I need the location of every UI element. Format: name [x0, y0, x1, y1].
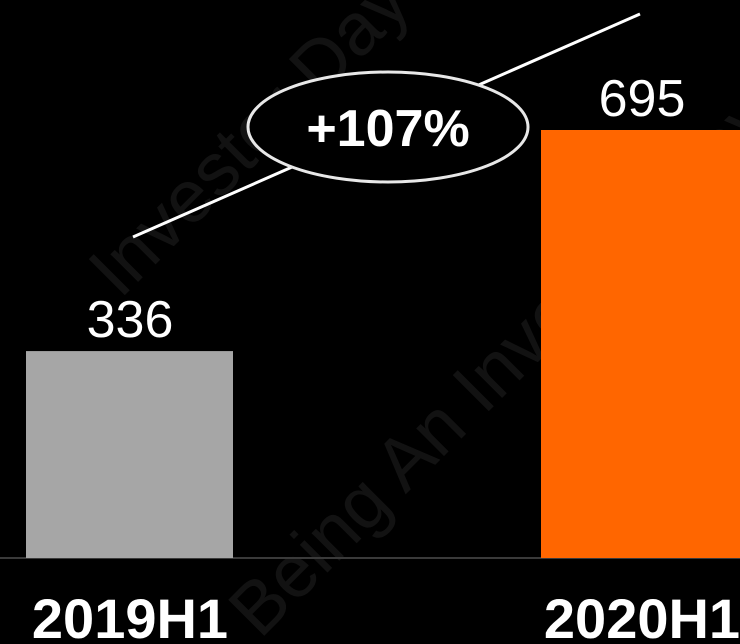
growth-label: +107% [306, 100, 469, 158]
value-labels-group: 336 695 [87, 70, 686, 349]
growth-annotation: +107% [132, 12, 641, 239]
category-label-2020h1: 2020H1 [544, 587, 740, 644]
bar-2019h1 [26, 351, 233, 558]
value-label-2020h1: 695 [599, 70, 686, 128]
value-label-2019h1: 336 [87, 291, 174, 349]
growth-ellipse [246, 70, 530, 184]
category-label-2019h1: 2019H1 [32, 587, 228, 644]
category-labels-group: 2019H1 2020H1 [32, 587, 740, 644]
bar-2020h1 [541, 130, 740, 558]
bars-group [26, 130, 740, 558]
